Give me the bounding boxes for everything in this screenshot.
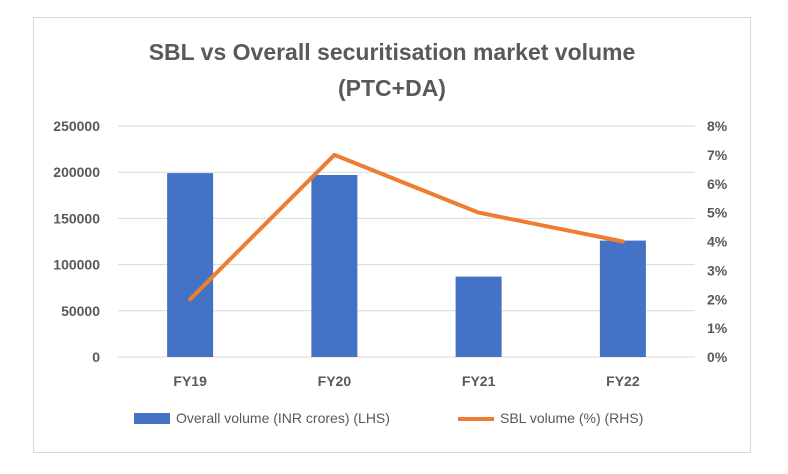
legend-swatch-bar <box>134 413 170 424</box>
x-tick-label: FY21 <box>462 373 496 389</box>
x-tick-label: FY20 <box>318 373 352 389</box>
x-tick-label: FY22 <box>606 373 640 389</box>
y-right-tick-label: 6% <box>707 176 728 192</box>
y-left-tick-label: 50000 <box>61 303 100 319</box>
bar-fy22 <box>599 240 646 357</box>
y-left-tick-label: 200000 <box>53 164 100 180</box>
y-left-tick-label: 0 <box>92 349 100 365</box>
y-right-tick-label: 3% <box>707 262 728 278</box>
y-right-tick-label: 4% <box>707 234 728 250</box>
chart-title-line-1: SBL vs Overall securitisation market vol… <box>149 39 636 65</box>
y-right-tick-label: 8% <box>707 118 728 134</box>
y-left-tick-label: 250000 <box>53 118 100 134</box>
y-right-tick-label: 0% <box>707 349 728 365</box>
y-right-tick-label: 5% <box>707 205 728 221</box>
chart-title-line-2: (PTC+DA) <box>338 75 446 101</box>
y-right-tick-label: 7% <box>707 147 728 163</box>
legend-label-line: SBL volume (%) (RHS) <box>500 410 643 426</box>
x-tick-label: FY19 <box>173 373 207 389</box>
y-left-tick-label: 150000 <box>53 210 100 226</box>
bar-fy19 <box>167 173 214 357</box>
sbl-line <box>188 152 625 302</box>
legend-label-bar: Overall volume (INR crores) (LHS) <box>176 410 390 426</box>
y-left-tick-label: 100000 <box>53 257 100 273</box>
y-right-tick-label: 1% <box>707 320 728 336</box>
chart-frame <box>33 17 751 453</box>
bar-fy21 <box>455 276 502 357</box>
y-right-tick-label: 2% <box>707 291 728 307</box>
bar-fy20 <box>311 174 358 357</box>
